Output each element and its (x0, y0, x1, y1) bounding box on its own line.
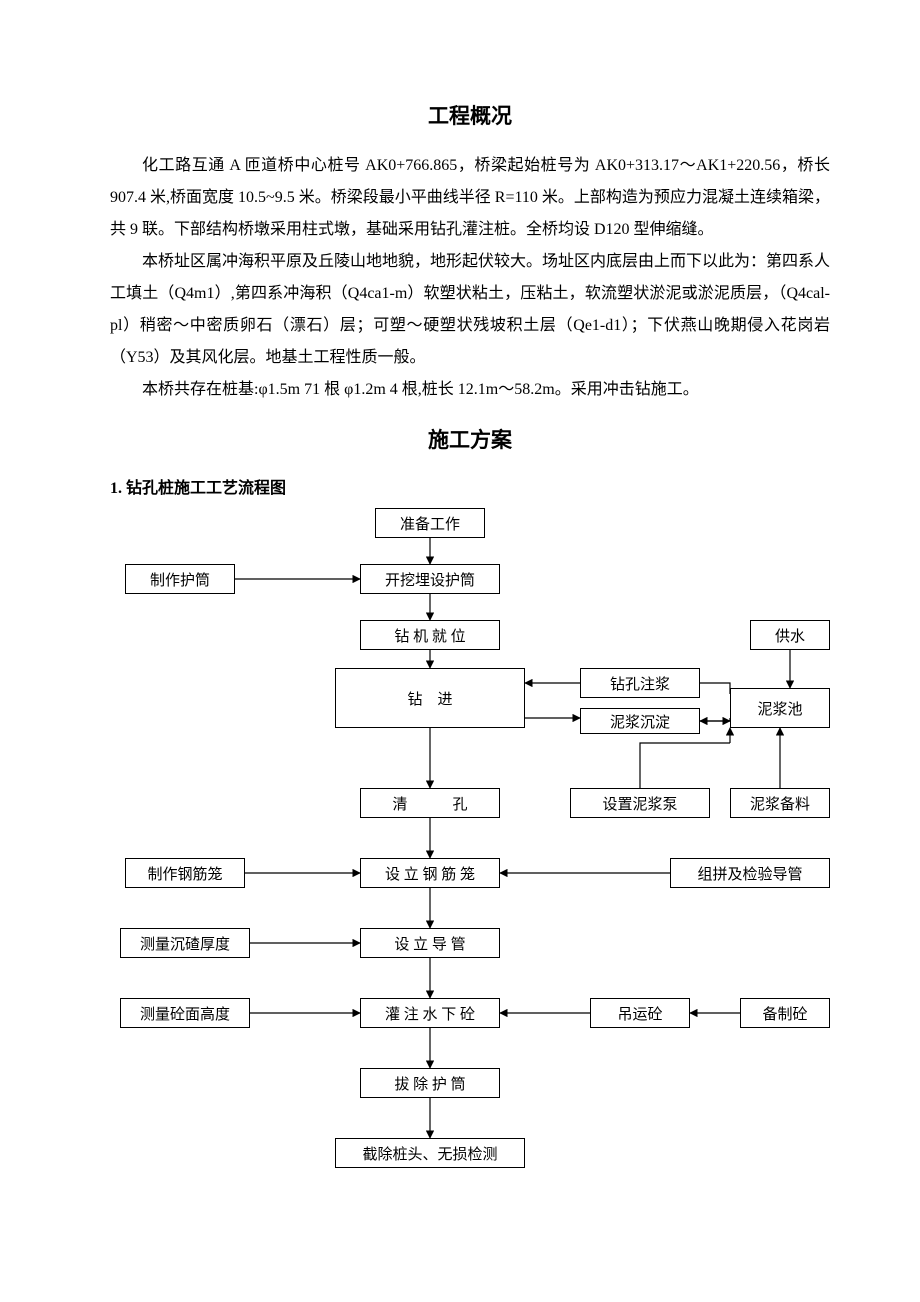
flow-node-n_conc_h: 测量砼面高度 (120, 998, 250, 1028)
flow-node-n_rig_pos: 钻 机 就 位 (360, 620, 500, 650)
flow-node-n_mud_pool: 泥浆池 (730, 688, 830, 728)
flow-node-n_prep_conc: 备制砼 (740, 998, 830, 1028)
flow-node-n_prep: 准备工作 (375, 508, 485, 538)
flow-node-n_set_tube: 设 立 导 管 (360, 928, 500, 958)
paragraph-2: 本桥址区属冲海积平原及丘陵山地地貌，地形起伏较大。场址区内底层由上而下以此为：第… (110, 246, 830, 374)
flow-node-n_clear: 清 孔 (360, 788, 500, 818)
paragraph-1: 化工路互通 A 匝道桥中心桩号 AK0+766.865，桥梁起始桩号为 AK0+… (110, 150, 830, 246)
flow-node-n_hoist: 吊运砼 (590, 998, 690, 1028)
flow-node-n_mudpump: 设置泥浆泵 (570, 788, 710, 818)
document-page: 工程概况 化工路互通 A 匝道桥中心桩号 AK0+766.865，桥梁起始桩号为… (0, 0, 920, 1258)
flow-node-n_pull: 拔 除 护 筒 (360, 1068, 500, 1098)
flow-node-n_set_cage: 设 立 钢 筋 笼 (360, 858, 500, 888)
section-heading-1: 1. 钻孔桩施工工艺流程图 (110, 474, 830, 498)
flow-node-n_make_cage: 制作钢筋笼 (125, 858, 245, 888)
flow-node-n_make_casing: 制作护筒 (125, 564, 235, 594)
flow-node-n_drill: 钻 进 (335, 668, 525, 728)
flow-node-n_mud_settle: 泥浆沉淀 (580, 708, 700, 734)
flow-node-n_mudmat: 泥浆备料 (730, 788, 830, 818)
flow-node-n_water: 供水 (750, 620, 830, 650)
flow-node-n_sed: 测量沉碴厚度 (120, 928, 250, 958)
flow-node-n_dig: 开挖埋设护筒 (360, 564, 500, 594)
title-overview: 工程概况 (110, 100, 830, 130)
flow-node-n_cut: 截除桩头、无损检测 (335, 1138, 525, 1168)
paragraph-3: 本桥共存在桩基:φ1.5m 71 根 φ1.2m 4 根,桩长 12.1m～58… (110, 374, 830, 406)
flowchart: 准备工作制作护筒 开挖埋设护筒钻 机 就 位 供水钻 进 钻孔注浆泥浆沉淀 泥浆池设置泥… (110, 508, 830, 1218)
flow-node-n_pour: 灌 注 水 下 砼 (360, 998, 500, 1028)
flow-node-n_grout: 钻孔注浆 (580, 668, 700, 698)
title-plan: 施工方案 (110, 424, 830, 454)
flow-node-n_assemble: 组拼及检验导管 (670, 858, 830, 888)
